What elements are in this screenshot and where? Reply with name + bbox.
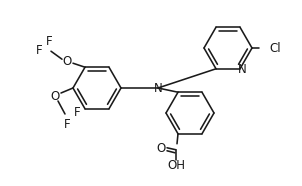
Text: O: O (50, 89, 59, 102)
Text: F: F (46, 35, 52, 48)
Text: N: N (238, 63, 246, 76)
Text: O: O (63, 55, 72, 68)
Text: O: O (156, 142, 165, 155)
Text: F: F (36, 44, 42, 57)
Text: Cl: Cl (269, 41, 281, 54)
Text: N: N (154, 81, 162, 94)
Text: OH: OH (167, 159, 185, 172)
Text: F: F (64, 118, 70, 132)
Text: F: F (74, 105, 80, 118)
